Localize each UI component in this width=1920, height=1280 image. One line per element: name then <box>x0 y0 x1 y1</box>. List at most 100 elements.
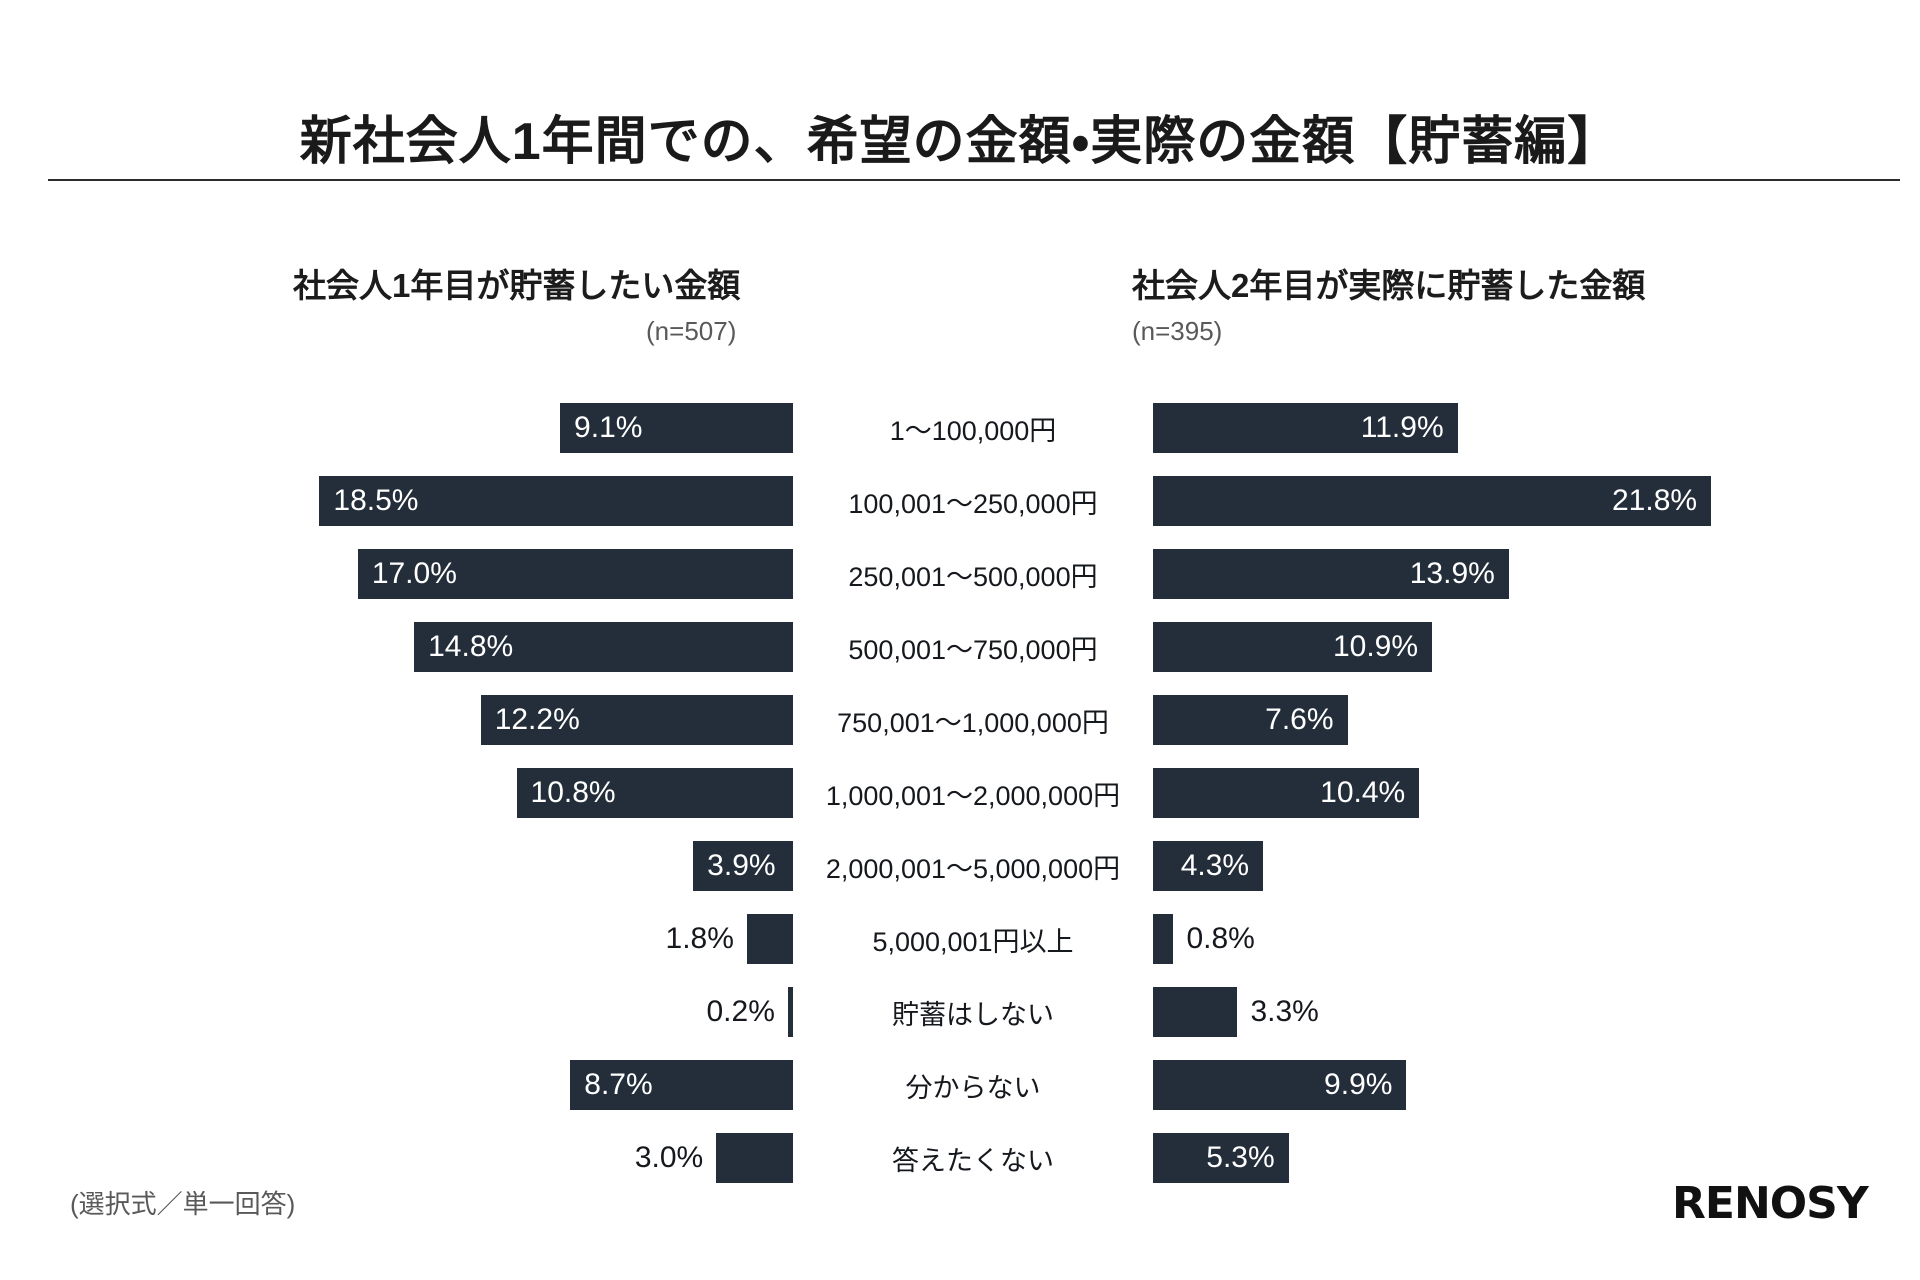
left-bar-cell: 14.8% <box>0 622 793 672</box>
right-bar <box>1153 987 1238 1037</box>
right-value-label: 7.6% <box>1265 703 1334 736</box>
category-label: 750,001〜1,000,000円 <box>837 707 1109 738</box>
left-bar: 10.8% <box>516 768 793 818</box>
left-value-label: 18.5% <box>333 484 419 517</box>
right-value-label: 10.4% <box>1320 776 1406 809</box>
right-bar: 21.8% <box>1153 476 1712 526</box>
chart-row: 3.0% 答えたくない 5.3% <box>0 1133 1920 1183</box>
left-panel-header: 社会人1年目が貯蓄したい金額 (n=507) <box>293 266 740 347</box>
left-bar-cell: 12.2% <box>0 695 793 745</box>
chart-row: 3.9% 2,000,001〜5,000,000円 4.3% <box>0 841 1920 891</box>
right-bar-cell: 11.9% <box>1153 403 1920 453</box>
right-bar-cell: 5.3% <box>1153 1133 1920 1183</box>
chart-row: 9.1% 1〜100,000円 11.9% <box>0 403 1920 453</box>
category-label: 分からない <box>905 1072 1041 1103</box>
right-bar: 7.6% <box>1153 695 1348 745</box>
right-value-label: 9.9% <box>1324 1068 1393 1101</box>
category-cell: 750,001〜1,000,000円 <box>793 695 1153 745</box>
right-bar-cell: 13.9% <box>1153 549 1920 599</box>
category-label: 答えたくない <box>892 1145 1054 1176</box>
category-label: 5,000,001円以上 <box>872 926 1074 957</box>
right-value-label: 13.9% <box>1409 557 1495 590</box>
right-panel-header: 社会人2年目が実際に貯蓄した金額 (n=395) <box>1132 266 1645 347</box>
category-label: 1,000,001〜2,000,000円 <box>825 780 1121 811</box>
category-cell: 500,001〜750,000円 <box>793 622 1153 672</box>
chart-row: 12.2% 750,001〜1,000,000円 7.6% <box>0 695 1920 745</box>
right-bar: 11.9% <box>1153 403 1458 453</box>
left-panel-subtitle: 社会人1年目が貯蓄したい金額 <box>293 267 741 304</box>
category-cell: 250,001〜500,000円 <box>793 549 1153 599</box>
left-bar: 14.8% <box>414 622 793 672</box>
right-value-label: 21.8% <box>1612 484 1698 517</box>
title-divider <box>48 179 1900 181</box>
right-value-label: 4.3% <box>1180 849 1250 882</box>
right-bar: 13.9% <box>1153 549 1509 599</box>
chart-row: 14.8% 500,001〜750,000円 10.9% <box>0 622 1920 672</box>
right-panel-subtitle: 社会人2年目が実際に貯蓄した金額 <box>1132 267 1646 304</box>
chart-row: 8.7% 分からない 9.9% <box>0 1060 1920 1110</box>
chart-row: 18.5% 100,001〜250,000円 21.8% <box>0 476 1920 526</box>
category-cell: 2,000,001〜5,000,000円 <box>793 841 1153 891</box>
right-value-label: 11.9% <box>1360 411 1444 444</box>
left-bar: 9.1% <box>560 403 793 453</box>
left-bar-cell: 10.8% <box>0 768 793 818</box>
right-value-label: 5.3% <box>1206 1141 1275 1174</box>
left-value-label: 3.0% <box>634 1141 704 1174</box>
left-bar: 3.9% <box>693 841 793 891</box>
right-bar <box>1153 914 1174 964</box>
right-bar-cell: 4.3% <box>1153 841 1920 891</box>
left-value-label: 10.8% <box>530 776 616 809</box>
right-bar-cell: 7.6% <box>1153 695 1920 745</box>
right-bar-cell: 9.9% <box>1153 1060 1920 1110</box>
left-bar <box>746 914 793 964</box>
left-bar: 17.0% <box>357 549 793 599</box>
category-label: 500,001〜750,000円 <box>848 634 1098 665</box>
left-bar-cell: 3.0% <box>0 1133 793 1183</box>
left-value-label: 9.1% <box>574 411 643 444</box>
renosy-logo: RENOSY <box>1672 1178 1869 1229</box>
left-bar-cell: 9.1% <box>0 403 793 453</box>
left-value-label: 14.8% <box>428 630 514 663</box>
category-cell: 1〜100,000円 <box>793 403 1153 453</box>
category-cell: 100,001〜250,000円 <box>793 476 1153 526</box>
left-bar: 18.5% <box>319 476 793 526</box>
right-value-label: 0.8% <box>1186 922 1255 955</box>
page-title: 新社会人1年間での、希望の金額・実際の金額【貯蓄編】 <box>299 112 1621 171</box>
right-bar-cell: 0.8% <box>1153 914 1920 964</box>
left-bar-cell: 8.7% <box>0 1060 793 1110</box>
right-bar-cell: 10.9% <box>1153 622 1920 672</box>
right-bar: 9.9% <box>1153 1060 1407 1110</box>
category-cell: 1,000,001〜2,000,000円 <box>793 768 1153 818</box>
right-bar-cell: 10.4% <box>1153 768 1920 818</box>
left-bar-cell: 3.9% <box>0 841 793 891</box>
left-bar: 8.7% <box>570 1060 793 1110</box>
right-bar: 4.3% <box>1153 841 1264 891</box>
survey-method-note: (選択式／単一回答) <box>70 1189 296 1219</box>
left-bar-cell: 0.2% <box>0 987 793 1037</box>
right-value-label: 10.9% <box>1332 630 1419 663</box>
category-label: 2,000,001〜5,000,000円 <box>825 853 1121 884</box>
chart-row: 1.8% 5,000,001円以上 0.8% <box>0 914 1920 964</box>
category-label: 100,001〜250,000円 <box>848 488 1098 519</box>
right-bar: 10.9% <box>1153 622 1433 672</box>
left-value-label: 0.2% <box>706 995 775 1028</box>
category-label: 250,001〜500,000円 <box>848 561 1098 592</box>
left-bar <box>716 1133 793 1183</box>
left-value-label: 8.7% <box>584 1068 653 1101</box>
right-bar: 10.4% <box>1153 768 1420 818</box>
left-value-label: 1.8% <box>665 922 734 955</box>
category-cell: 分からない <box>793 1060 1153 1110</box>
left-bar <box>787 987 793 1037</box>
left-bar: 12.2% <box>480 695 793 745</box>
butterfly-bar-chart: 9.1% 1〜100,000円 11.9% 18.5% 100,001〜250,000円… <box>0 403 1920 1206</box>
left-value-label: 3.9% <box>707 849 776 882</box>
chart-row: 10.8% 1,000,001〜2,000,000円 10.4% <box>0 768 1920 818</box>
left-panel-sample-size: (n=507) <box>646 315 737 346</box>
right-bar: 5.3% <box>1153 1133 1289 1183</box>
category-cell: 答えたくない <box>793 1133 1153 1183</box>
category-label: 貯蓄はしない <box>892 999 1054 1030</box>
category-cell: 5,000,001円以上 <box>793 914 1153 964</box>
left-value-label: 17.0% <box>371 557 457 590</box>
right-panel-sample-size: (n=395) <box>1132 315 1223 346</box>
